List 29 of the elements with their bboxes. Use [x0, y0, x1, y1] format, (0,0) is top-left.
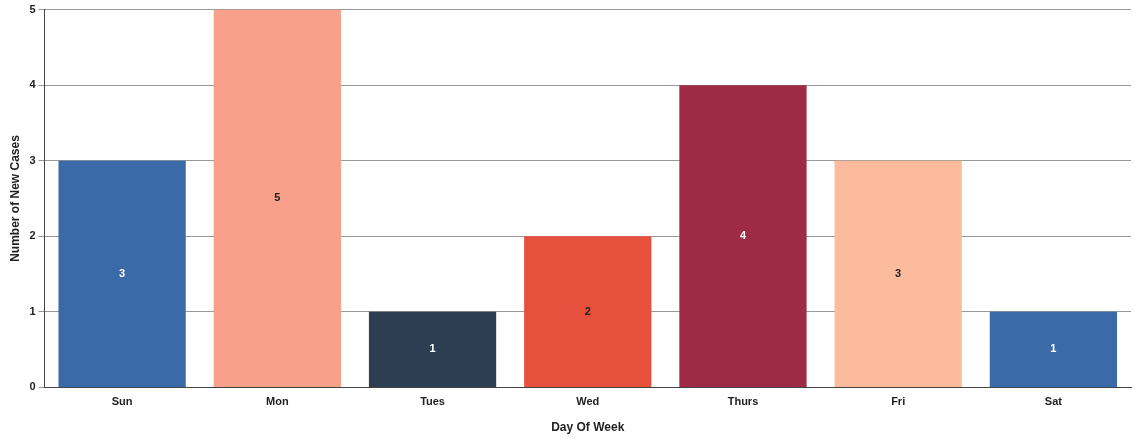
x-tick-label: Sun	[111, 395, 133, 408]
x-tick-label: Wed	[576, 395, 600, 408]
y-tick-label: 4	[29, 78, 37, 91]
y-tick-label: 3	[29, 153, 36, 166]
bar	[989, 311, 1118, 387]
data-label: 1	[429, 342, 436, 355]
y-axis-title: Number of New Cases	[7, 134, 22, 262]
bar	[834, 160, 962, 387]
x-tick-label: Mon	[266, 395, 289, 408]
data-label: 4	[739, 229, 747, 242]
y-tick-label: 2	[29, 229, 36, 242]
x-axis-title: Day Of Week	[551, 420, 625, 435]
data-label: 2	[584, 304, 591, 317]
bar	[524, 236, 652, 387]
bar	[679, 85, 807, 387]
data-label: 3	[119, 266, 126, 279]
bar	[58, 160, 186, 387]
y-tick-label: 1	[29, 304, 36, 317]
y-tick-label: 5	[29, 2, 36, 15]
data-label: 1	[1050, 342, 1057, 355]
bar	[368, 311, 497, 387]
data-label: 5	[274, 191, 281, 204]
y-tick-label: 0	[29, 380, 36, 393]
x-tick-label: Fri	[891, 395, 906, 408]
x-tick-label: Sat	[1044, 395, 1063, 408]
data-label: 3	[895, 266, 902, 279]
bar	[213, 9, 341, 387]
x-tick-label: Thurs	[727, 395, 759, 408]
x-tick-label: Tues	[420, 395, 445, 408]
